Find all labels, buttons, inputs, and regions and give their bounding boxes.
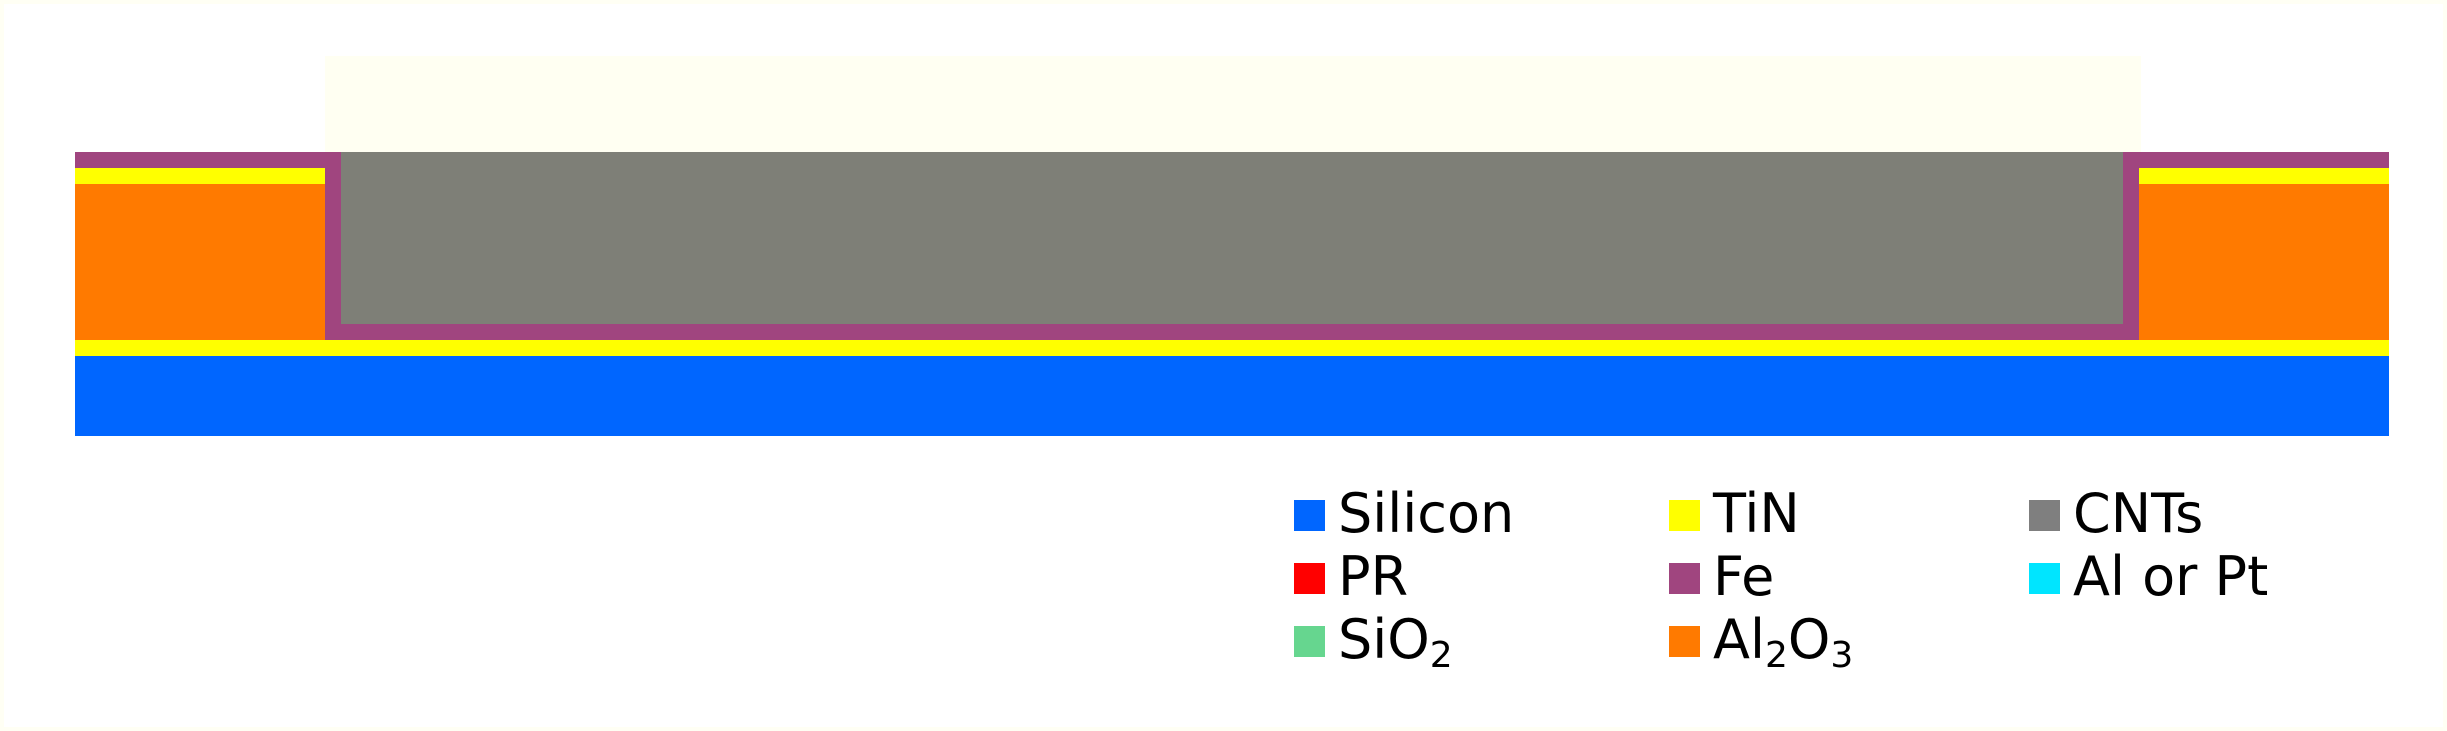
- haze-region: [325, 56, 2141, 152]
- fe-right-wall: [2123, 152, 2139, 340]
- legend-label-al2o3-part1: Al: [1713, 608, 1765, 671]
- al2o3-right-block: [2137, 184, 2389, 340]
- legend-label-al2o3-sub1: 2: [1764, 635, 1788, 676]
- fe-trench-bottom: [325, 324, 2139, 340]
- fe-top-left-strip: [75, 152, 341, 168]
- legend-swatch-cnts: [2029, 500, 2060, 531]
- silicon-substrate-layer: [75, 356, 2389, 436]
- legend-label-sio2-main: SiO: [1338, 608, 1430, 671]
- tin-bottom-layer: [75, 340, 2389, 356]
- legend-label-al2o3-part2: O: [1787, 608, 1831, 671]
- legend-swatch-pr: [1294, 563, 1325, 594]
- legend-label-pr: PR: [1338, 545, 1409, 608]
- fe-left-wall: [325, 152, 341, 340]
- legend-swatch-fe: [1669, 563, 1700, 594]
- legend-label-cnts: CNTs: [2073, 482, 2204, 545]
- cnt-fill-block: [341, 152, 2123, 324]
- legend-label-sio2-sub: 2: [1429, 635, 1453, 676]
- legend-swatch-sio2: [1294, 626, 1325, 657]
- legend-label-al-or-pt: Al or Pt: [2073, 545, 2269, 608]
- al2o3-left-block: [75, 184, 325, 340]
- diagram-canvas: Silicon PR SiO2 TiN Fe Al2O3 CNTs: [4, 4, 2443, 727]
- fe-top-right-strip: [2123, 152, 2389, 168]
- legend-swatch-al-or-pt: [2029, 563, 2060, 594]
- tin-top-right-strip: [2137, 168, 2389, 184]
- tin-top-left-strip: [75, 168, 325, 184]
- legend-label-fe: Fe: [1713, 545, 1775, 608]
- legend-label-al2o3: Al2O3: [1713, 608, 1853, 674]
- legend-label-al2o3-sub2: 3: [1830, 635, 1854, 676]
- legend-swatch-al2o3: [1669, 626, 1700, 657]
- legend-swatch-silicon: [1294, 500, 1325, 531]
- legend-swatch-tin: [1669, 500, 1700, 531]
- legend-label-tin: TiN: [1713, 482, 1800, 545]
- legend-label-silicon: Silicon: [1338, 482, 1515, 545]
- legend-label-sio2: SiO2: [1338, 608, 1453, 674]
